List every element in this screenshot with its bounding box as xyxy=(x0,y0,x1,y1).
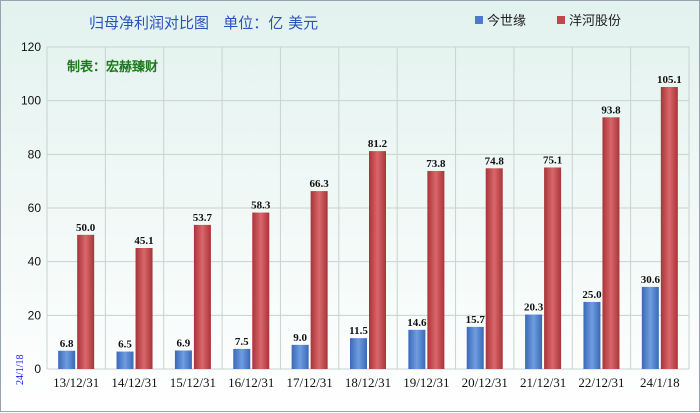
x-tick-label: 20/12/31 xyxy=(462,375,508,390)
data-label-series-2: 74.8 xyxy=(485,155,505,167)
bar-series-1-7 xyxy=(466,326,484,369)
data-label-series-1: 14.6 xyxy=(407,317,427,329)
bar-series-2-4 xyxy=(310,191,328,369)
data-label-series-1: 30.6 xyxy=(641,274,661,286)
data-labels: 6.8 50.0 6.5 45.1 6.9 53.7 7.5 58.3 9.0 66.3 11.5 8… xyxy=(60,74,682,351)
x-tick-label: 16/12/31 xyxy=(228,375,274,390)
bar-series-1-0 xyxy=(58,350,76,369)
legend-label-series-1: 今世缘 xyxy=(487,13,526,29)
bar-series-1-5 xyxy=(350,338,367,369)
data-label-series-2: 50.0 xyxy=(76,222,96,234)
y-tick-label: 80 xyxy=(28,147,42,161)
bar-series-2-2 xyxy=(193,224,211,369)
side-date-label: 24/1/18 xyxy=(15,354,26,385)
x-axis-ticks: 13/12/31 14/12/31 15/12/31 16/12/31 17/12/31… xyxy=(53,375,680,390)
x-tick-label: 17/12/31 xyxy=(287,375,333,390)
bar-series-1-1 xyxy=(116,351,134,369)
data-label-series-1: 15.7 xyxy=(466,314,486,326)
data-label-series-1: 6.9 xyxy=(177,337,191,349)
data-label-series-2: 53.7 xyxy=(193,212,213,224)
legend-swatch-series-2 xyxy=(557,16,565,24)
bar-series-1-9 xyxy=(583,301,601,369)
legend-label-series-2: 洋河股份 xyxy=(569,14,621,29)
y-tick-label: 100 xyxy=(21,94,41,108)
bar-series-1-3 xyxy=(233,348,251,369)
y-tick-label: 40 xyxy=(28,255,42,269)
grid-lines xyxy=(46,46,690,370)
data-label-series-1: 20.3 xyxy=(524,302,544,314)
data-label-series-1: 9.0 xyxy=(293,332,307,344)
x-tick-label: 22/12/31 xyxy=(578,375,624,390)
x-tick-label: 14/12/31 xyxy=(111,375,157,390)
data-label-series-2: 58.3 xyxy=(251,200,271,212)
bar-series-2-9 xyxy=(602,117,620,369)
data-label-series-1: 7.5 xyxy=(235,336,249,348)
data-label-series-1: 11.5 xyxy=(349,325,368,337)
bar-series-2-6 xyxy=(427,170,445,369)
data-label-series-2: 75.1 xyxy=(543,154,562,166)
data-label-series-2: 105.1 xyxy=(657,74,682,86)
x-tick-label: 24/1/18 xyxy=(640,375,680,390)
bar-series-2-10 xyxy=(660,86,678,370)
bar-series-2-8 xyxy=(544,167,562,369)
x-tick-label: 19/12/31 xyxy=(403,375,449,390)
y-tick-label: 60 xyxy=(28,201,42,215)
y-tick-label: 0 xyxy=(34,362,41,376)
bars xyxy=(58,86,678,370)
data-label-series-1: 25.0 xyxy=(582,289,602,301)
data-label-series-2: 66.3 xyxy=(310,178,330,190)
bar-series-1-2 xyxy=(174,350,192,369)
y-tick-label: 20 xyxy=(28,308,42,322)
data-label-series-2: 73.8 xyxy=(426,158,446,170)
data-label-series-1: 6.5 xyxy=(118,339,132,351)
bar-series-2-1 xyxy=(135,247,153,369)
legend-swatch-series-1 xyxy=(475,16,483,24)
y-tick-label: 120 xyxy=(21,40,41,54)
x-tick-label: 15/12/31 xyxy=(170,375,216,390)
y-axis-ticks: 0 20 40 60 80 100 120 xyxy=(21,40,41,376)
bar-series-2-0 xyxy=(77,234,95,369)
maker-note: 制表：宏赫臻财 xyxy=(67,59,158,75)
x-tick-label: 21/12/31 xyxy=(520,375,566,390)
bar-series-2-3 xyxy=(252,212,270,369)
bar-series-2-5 xyxy=(369,151,386,369)
chart-title: 归母净利润对比图 单位：亿 美元 xyxy=(89,14,318,32)
x-tick-label: 13/12/31 xyxy=(53,375,99,390)
bar-series-1-8 xyxy=(525,314,543,369)
legend: 今世缘 洋河股份 xyxy=(475,13,621,29)
data-label-series-1: 6.8 xyxy=(60,338,74,350)
data-label-series-2: 81.2 xyxy=(368,138,388,150)
bar-series-2-7 xyxy=(485,168,503,369)
x-tick-label: 18/12/31 xyxy=(345,375,391,390)
data-label-series-2: 45.1 xyxy=(134,235,153,247)
bar-series-1-4 xyxy=(291,344,309,369)
bar-series-1-10 xyxy=(641,286,659,369)
data-label-series-2: 93.8 xyxy=(601,104,621,116)
bar-series-1-6 xyxy=(408,329,426,369)
